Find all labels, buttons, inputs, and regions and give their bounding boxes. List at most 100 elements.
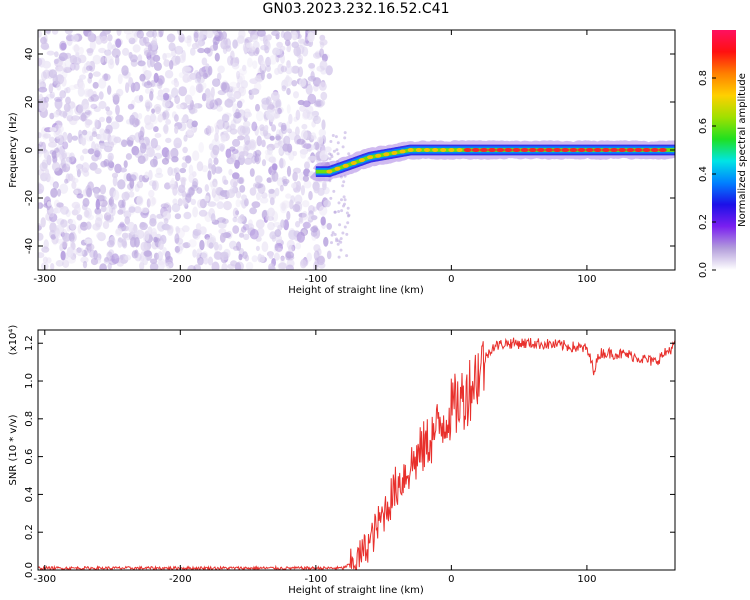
heatmap-noise-cell xyxy=(178,184,186,194)
heatmap-noise-cell xyxy=(313,185,320,194)
heatmap-noise-cell xyxy=(38,225,43,231)
heatmap-noise-cell xyxy=(44,30,51,34)
heatmap-noise-cell xyxy=(300,129,308,140)
heatmap-noise-cell xyxy=(162,99,171,108)
heatmap-noise-cell xyxy=(39,81,44,88)
heatmap-noise-cell xyxy=(144,114,152,126)
heatmap-noise-cell xyxy=(333,233,337,236)
heatmap-noise-cell xyxy=(206,125,212,136)
heatmap-noise-cell xyxy=(179,176,187,183)
heatmap-noise-cell xyxy=(238,68,248,76)
heatmap-noise-cell xyxy=(241,125,251,136)
heatmap-noise-cell xyxy=(99,133,107,142)
heatmap-noise-cell xyxy=(82,148,89,155)
heatmap-noise-cell xyxy=(47,201,52,207)
heatmap-noise-cell xyxy=(150,112,156,123)
heatmap-noise-cell xyxy=(330,241,333,245)
heatmap-noise-cell xyxy=(262,129,268,137)
heatmap-noise-cell xyxy=(90,103,98,109)
heatmap-noise-cell xyxy=(245,42,253,49)
heatmap-noise-cell xyxy=(80,221,88,228)
heatmap-noise-cell xyxy=(285,193,292,199)
heatmap-noise-cell xyxy=(38,132,42,139)
heatmap-noise-cell xyxy=(190,184,199,191)
heatmap-noise-cell xyxy=(38,252,45,259)
heatmap-noise-cell xyxy=(93,106,101,113)
heatmap-noise-cell xyxy=(281,85,287,92)
heatmap-noise-cell xyxy=(307,31,315,43)
heatmap-noise-cell xyxy=(290,195,296,204)
heatmap-noise-cell xyxy=(203,257,209,265)
heatmap-noise-cell xyxy=(74,105,83,115)
y-tick-label: -40 xyxy=(24,238,35,254)
heatmap-noise-cell xyxy=(339,240,343,244)
heatmap-noise-cell xyxy=(123,160,128,169)
heatmap-noise-cell xyxy=(95,198,101,210)
heatmap-noise-cell xyxy=(256,30,266,37)
heatmap-noise-cell xyxy=(314,99,323,107)
heatmap-noise-cell xyxy=(174,55,181,65)
heatmap-noise-cell xyxy=(76,214,83,221)
heatmap-noise-cell xyxy=(219,232,226,243)
heatmap-noise-cell xyxy=(144,171,149,179)
heatmap-noise-cell xyxy=(78,82,85,90)
heatmap-noise-cell xyxy=(222,218,229,224)
heatmap-noise-cell xyxy=(293,46,302,57)
heatmap-noise-cell xyxy=(280,65,287,73)
heatmap-noise-cell xyxy=(87,31,95,43)
heatmap-noise-cell xyxy=(269,55,277,65)
x-tick-label: -200 xyxy=(169,574,192,585)
heatmap-noise-cell xyxy=(322,180,327,191)
heatmap-noise-cell xyxy=(319,39,328,46)
heatmap-noise-cell xyxy=(85,61,91,68)
heatmap-noise-cell xyxy=(38,93,44,102)
heatmap-noise-cell xyxy=(280,219,285,228)
heatmap-noise-cell xyxy=(117,73,123,85)
heatmap-noise-cell xyxy=(38,232,44,241)
heatmap-noise-cell xyxy=(162,92,170,101)
heatmap-noise-cell xyxy=(153,61,162,71)
heatmap-noise-cell xyxy=(346,221,350,225)
heatmap-noise-cell xyxy=(331,231,335,235)
heatmap-noise-cell xyxy=(243,145,249,155)
heatmap-noise-cell xyxy=(260,70,265,81)
heatmap-noise-cell xyxy=(242,64,247,72)
heatmap-noise-cell xyxy=(157,251,164,261)
heatmap-noise-cell xyxy=(102,30,111,35)
heatmap-noise-cell xyxy=(113,189,120,201)
heatmap-noise-cell xyxy=(194,102,199,110)
heatmap-noise-cell xyxy=(166,33,176,43)
heatmap-noise-cell xyxy=(214,52,220,62)
heatmap-noise-cell xyxy=(286,87,291,96)
heatmap-noise-cell xyxy=(217,166,223,173)
heatmap-noise-cell xyxy=(244,254,250,262)
heatmap-noise-cell xyxy=(65,209,71,218)
heatmap-noise-cell xyxy=(177,198,183,207)
heatmap-noise-cell xyxy=(280,124,288,135)
heatmap-signal-peak xyxy=(350,161,357,165)
heatmap-noise-cell xyxy=(238,86,245,94)
heatmap-noise-cell xyxy=(183,134,188,142)
heatmap-noise-cell xyxy=(139,142,147,154)
heatmap-noise-cell xyxy=(267,221,275,231)
heatmap-noise-cell xyxy=(285,251,295,259)
heatmap-noise-cell xyxy=(251,201,261,209)
heatmap-noise-cell xyxy=(335,237,339,241)
heatmap-noise-cell xyxy=(98,77,107,89)
heatmap-noise-cell xyxy=(196,75,205,84)
heatmap-noise-cell xyxy=(207,65,213,76)
heatmap-noise-cell xyxy=(239,185,246,193)
heatmap-noise-cell xyxy=(64,58,72,69)
heatmap-signal-peak xyxy=(650,148,659,152)
heatmap-noise-cell xyxy=(249,168,255,177)
heatmap-noise-cell xyxy=(137,60,146,67)
heatmap-noise-cell xyxy=(110,121,120,130)
heatmap-noise-cell xyxy=(232,39,238,49)
heatmap-signal-peak xyxy=(367,155,374,160)
heatmap-noise-cell xyxy=(295,126,300,137)
heatmap-noise-cell xyxy=(43,239,49,250)
heatmap-noise-cell xyxy=(321,119,326,130)
heatmap-noise-cell xyxy=(282,181,288,187)
heatmap-noise-cell xyxy=(49,91,55,99)
